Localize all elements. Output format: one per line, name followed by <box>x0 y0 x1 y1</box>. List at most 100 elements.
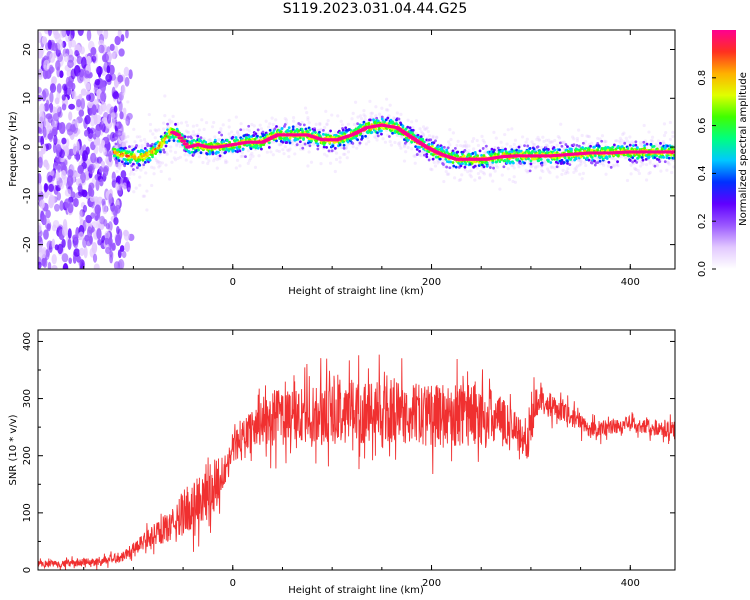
ridge-mark <box>422 153 426 157</box>
ridge-mark <box>213 138 217 142</box>
noise-mark <box>122 107 127 115</box>
ridge-mark <box>267 146 271 149</box>
ridge-mark <box>197 148 200 152</box>
halo-mark <box>524 168 528 172</box>
noise-mark <box>99 178 104 187</box>
noise-mark <box>93 263 100 269</box>
noise-mark <box>73 197 79 208</box>
ridge-mark <box>298 140 302 144</box>
noise-mark <box>78 183 83 193</box>
halo-mark <box>543 162 547 166</box>
noise-mark <box>50 195 56 205</box>
halo-mark <box>235 131 240 135</box>
y-tick-label: 0 <box>22 144 33 150</box>
ridge-mark <box>667 156 671 160</box>
ridge-mark <box>300 127 304 131</box>
halo-mark <box>463 144 467 148</box>
ridge-mark <box>418 149 422 153</box>
ridge-mark <box>351 142 355 145</box>
halo-mark <box>637 171 642 176</box>
halo-mark <box>246 149 250 153</box>
halo-mark <box>464 143 469 147</box>
ridge-mark <box>256 146 260 150</box>
noise-mark <box>96 137 101 146</box>
halo-mark <box>412 154 416 158</box>
ridge-mark <box>527 157 530 161</box>
halo-mark <box>132 190 136 194</box>
ridge-peak-mark <box>174 133 182 137</box>
noise-mark <box>119 111 124 120</box>
ridge-mark <box>566 145 569 149</box>
ridge-mark <box>496 146 500 150</box>
halo-mark <box>191 124 196 128</box>
ridge-mark <box>415 148 419 151</box>
halo-mark <box>398 141 402 145</box>
ridge-mark <box>338 143 342 147</box>
noise-mark <box>49 103 54 114</box>
halo-mark <box>173 150 178 154</box>
ridge-mark <box>442 149 445 153</box>
halo-mark <box>256 132 260 136</box>
halo-mark <box>169 149 173 153</box>
noise-mark <box>105 223 111 230</box>
ridge-mark <box>419 135 423 139</box>
y-tick-label: 400 <box>22 332 33 351</box>
halo-mark <box>664 131 668 135</box>
ridge-mark <box>318 130 321 134</box>
noise-mark <box>78 93 83 101</box>
halo-mark <box>655 164 659 168</box>
halo-mark <box>345 143 349 147</box>
halo-mark <box>530 140 534 144</box>
halo-mark <box>406 145 410 150</box>
spectrogram-x-axis-label: Height of straight line (km) <box>288 286 424 297</box>
noise-mark <box>98 39 105 47</box>
halo-mark <box>157 128 161 132</box>
ridge-mark <box>303 142 307 146</box>
halo-mark <box>247 129 252 133</box>
halo-mark <box>421 134 426 138</box>
halo-mark <box>164 163 168 167</box>
halo-mark <box>535 137 539 141</box>
halo-mark <box>252 124 256 128</box>
ridge-mark <box>322 145 326 149</box>
ridge-mark <box>249 147 253 151</box>
halo-mark <box>380 106 384 110</box>
halo-mark <box>215 166 219 170</box>
noise-mark <box>47 261 52 269</box>
halo-mark <box>464 145 469 149</box>
halo-mark <box>513 180 518 184</box>
ridge-mark <box>132 162 135 166</box>
halo-mark <box>314 122 318 127</box>
ridge-mark <box>434 155 438 159</box>
halo-mark <box>245 128 249 132</box>
ridge-mark <box>539 158 543 161</box>
halo-mark <box>111 178 116 182</box>
ridge-mark <box>427 158 431 162</box>
ridge-mark <box>204 140 208 144</box>
halo-mark <box>299 143 303 147</box>
halo-mark <box>604 172 608 176</box>
ridge-mark <box>476 154 480 158</box>
halo-mark <box>138 183 142 187</box>
ridge-mark <box>445 148 449 152</box>
halo-mark <box>598 162 602 166</box>
ridge-mark <box>234 136 238 139</box>
ridge-mark <box>186 139 189 143</box>
noise-mark <box>126 181 131 193</box>
ridge-mark <box>665 156 669 160</box>
halo-mark <box>639 140 643 145</box>
halo-mark <box>538 176 543 180</box>
ridge-mark <box>490 147 494 151</box>
ridge-mark <box>120 146 123 150</box>
halo-mark <box>575 164 580 168</box>
halo-mark <box>115 123 119 127</box>
halo-mark <box>442 179 446 184</box>
halo-mark <box>328 161 333 165</box>
noise-mark <box>102 204 108 215</box>
noise-mark <box>42 68 49 80</box>
colorbar-tick-label: 0.0 <box>697 261 708 277</box>
halo-mark <box>224 159 228 163</box>
ridge-mark <box>492 166 495 170</box>
halo-mark <box>668 137 673 142</box>
halo-mark <box>154 158 159 163</box>
